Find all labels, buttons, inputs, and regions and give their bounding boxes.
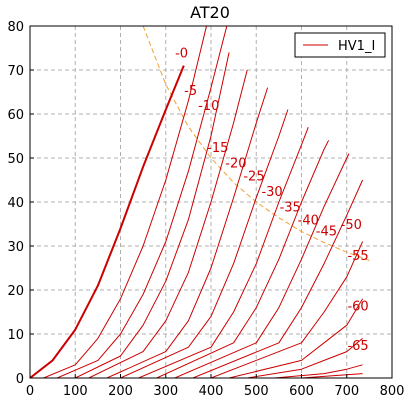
dissipation-line [142, 26, 370, 261]
x-tick-label: 100 [63, 384, 88, 399]
curve-label: -35 [280, 200, 301, 215]
series-line [274, 364, 363, 378]
y-tick-label: 40 [7, 196, 24, 211]
curve-label: -20 [225, 156, 246, 171]
x-tick-label: 0 [26, 384, 34, 399]
chart-title: AT20 [190, 3, 230, 22]
series-line [120, 109, 289, 378]
series-line [210, 241, 364, 378]
y-tick-label: 10 [7, 328, 24, 343]
curve-label: -10 [198, 99, 219, 114]
series-line [192, 179, 364, 378]
series-line [174, 153, 350, 378]
y-tick-label: 20 [7, 284, 24, 299]
x-tick-label: 300 [153, 384, 178, 399]
series-line [228, 298, 364, 378]
y-tick-label: 0 [16, 372, 24, 387]
curve-label: -60 [347, 299, 368, 314]
curve-label: -25 [243, 170, 264, 185]
x-tick-label: 400 [199, 384, 224, 399]
curve-label: -45 [316, 225, 337, 240]
series-line [30, 65, 185, 378]
curve-label: -15 [207, 141, 228, 156]
y-tick-label: 60 [7, 108, 24, 123]
series-line [56, 26, 228, 378]
legend: HV1_I [294, 32, 386, 58]
axis-ticks: 0 100 200 300 400 500 600 700 800 0 10 20 30 40 50 60 70… [7, 20, 404, 399]
y-tick-label: 70 [7, 64, 24, 79]
legend-entry: HV1_I [338, 39, 375, 54]
plate-dissipation-curve [142, 26, 370, 261]
curve-label: -30 [261, 185, 282, 200]
x-tick-label: 200 [108, 384, 133, 399]
series-line [301, 373, 363, 378]
curve-label: -40 [298, 214, 319, 229]
series-line [138, 127, 309, 378]
grid-voltage-labels: -0 -5-10 -15-20-25-30-35-40-45 -50 -55 -60 -65 [175, 46, 369, 354]
plate-curves [30, 26, 364, 378]
x-tick-label: 500 [244, 384, 269, 399]
y-tick-label: 80 [7, 20, 24, 35]
x-tick-label: 800 [380, 384, 405, 399]
series-line [43, 26, 207, 378]
x-tick-label: 600 [289, 384, 314, 399]
curve-label: -5 [184, 84, 197, 99]
curve-label: -55 [347, 249, 368, 264]
series-line [106, 87, 269, 378]
y-tick-label: 50 [7, 152, 24, 167]
curve-label: -50 [341, 218, 362, 233]
y-tick-label: 30 [7, 240, 24, 255]
series-line [88, 69, 248, 378]
series-line [247, 338, 363, 378]
series-line [156, 140, 330, 378]
x-tick-label: 700 [334, 384, 359, 399]
series-line [75, 52, 230, 378]
curve-label: -0 [175, 46, 188, 61]
curve-label: -65 [347, 339, 368, 354]
